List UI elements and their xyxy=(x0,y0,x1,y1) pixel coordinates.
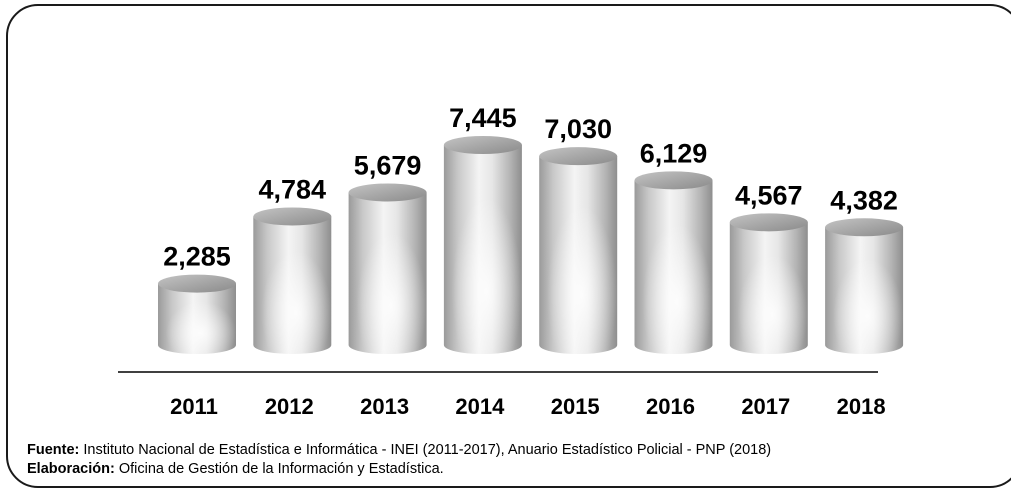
prepared-label: Elaboración: xyxy=(27,461,115,477)
bar-2011 xyxy=(158,274,236,354)
x-tick-2013: 2013 xyxy=(360,394,409,419)
bar-2014 xyxy=(443,136,522,354)
bar-2018 xyxy=(825,218,904,354)
x-tick-2018: 2018 xyxy=(837,394,886,419)
value-label-2013: 5,679 xyxy=(354,150,422,180)
chart-notes: Fuente: Instituto Nacional de Estadístic… xyxy=(27,441,1007,479)
bar-2012 xyxy=(253,207,332,354)
chart-frame xyxy=(6,4,1011,488)
x-tick-2011: 2011 xyxy=(170,394,218,419)
bar-2016 xyxy=(634,171,713,354)
source-label: Fuente: xyxy=(27,442,80,458)
prepared-text: Oficina de Gestión de la Información y E… xyxy=(114,461,444,477)
value-label-2012: 4,784 xyxy=(259,174,327,204)
source-text: Instituto Nacional de Estadística e Info… xyxy=(79,442,772,458)
bar-chart: 2011 2012 2013 2014 2015 2016 2017 2018 2,285 4,… xyxy=(118,103,904,419)
value-label-2016: 6,129 xyxy=(640,138,708,168)
bar-2013 xyxy=(348,183,427,354)
x-tick-2012: 2012 xyxy=(265,394,314,419)
value-label-2017: 4,567 xyxy=(735,180,803,210)
bar-2015 xyxy=(539,147,618,354)
prepared-note: Elaboración: Oficina de Gestión de la In… xyxy=(27,460,1007,479)
source-note: Fuente: Instituto Nacional de Estadístic… xyxy=(27,441,1007,460)
x-tick-2016: 2016 xyxy=(646,394,695,419)
bar-2017 xyxy=(729,213,808,354)
value-label-2011: 2,285 xyxy=(163,242,231,272)
x-tick-2014: 2014 xyxy=(455,394,505,419)
value-label-2018: 4,382 xyxy=(830,185,898,215)
x-tick-2017: 2017 xyxy=(741,394,790,419)
x-tick-2015: 2015 xyxy=(551,394,600,419)
value-label-2014: 7,445 xyxy=(449,103,517,133)
value-label-2015: 7,030 xyxy=(544,114,612,144)
